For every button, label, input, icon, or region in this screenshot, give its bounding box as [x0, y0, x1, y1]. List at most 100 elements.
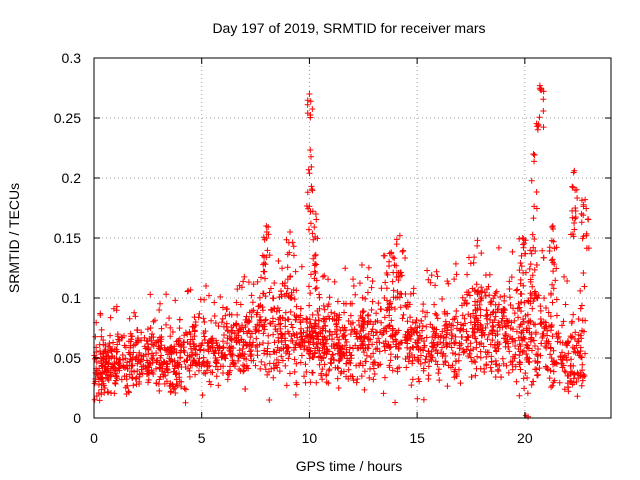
data-point [98, 386, 105, 393]
data-point [343, 373, 350, 380]
data-point [580, 233, 587, 240]
data-point [424, 267, 431, 274]
data-point [353, 333, 360, 340]
data-point [284, 276, 291, 283]
data-point [494, 366, 501, 373]
data-point [238, 322, 245, 329]
data-point [465, 254, 472, 261]
data-point [525, 298, 532, 305]
data-point [205, 292, 212, 299]
data-point [312, 211, 319, 217]
data-point [108, 354, 115, 361]
data-point [352, 291, 359, 298]
data-point [453, 373, 460, 380]
data-point [407, 324, 414, 331]
data-point [578, 302, 585, 309]
data-point [435, 370, 442, 377]
data-point [458, 340, 465, 347]
data-point [578, 219, 585, 226]
data-point [350, 282, 357, 289]
data-point [150, 318, 157, 325]
data-point [145, 351, 152, 358]
data-point [128, 356, 135, 363]
data-point [508, 274, 515, 281]
data-point [313, 216, 320, 223]
data-point [126, 371, 133, 378]
data-point [398, 339, 405, 346]
data-point [181, 339, 188, 346]
data-point [120, 356, 127, 363]
data-point [222, 312, 229, 319]
data-point [105, 377, 112, 384]
data-point [460, 349, 467, 356]
data-point [486, 271, 493, 278]
data-point [432, 330, 439, 337]
data-point [169, 358, 176, 365]
data-point [575, 316, 582, 323]
data-point [157, 300, 164, 307]
data-point [234, 311, 241, 318]
data-point [163, 365, 170, 372]
data-point [220, 338, 227, 345]
data-point [152, 365, 159, 372]
data-point [431, 342, 438, 349]
data-point [104, 372, 111, 379]
data-point [420, 347, 427, 354]
data-point [316, 361, 323, 368]
data-point [531, 235, 538, 242]
data-point [361, 349, 368, 356]
data-point [253, 335, 260, 342]
data-point [333, 326, 340, 333]
data-point [521, 385, 528, 392]
data-point [101, 385, 108, 392]
data-point [301, 342, 308, 349]
data-point [550, 285, 557, 292]
data-point [265, 368, 272, 375]
data-point [456, 351, 463, 358]
data-point [451, 340, 458, 347]
data-point [340, 300, 347, 307]
data-point [517, 348, 524, 355]
data-point [156, 387, 163, 394]
data-point [274, 328, 281, 335]
data-point [215, 344, 222, 351]
data-point [349, 319, 356, 326]
data-point [499, 315, 506, 322]
data-point [516, 361, 523, 368]
data-point [103, 368, 110, 375]
data-point [100, 349, 107, 356]
data-point [470, 259, 477, 266]
data-point [237, 352, 244, 359]
data-point [271, 365, 278, 372]
data-point [553, 244, 560, 251]
data-point [310, 335, 317, 342]
data-point [386, 312, 393, 319]
data-point [279, 357, 286, 364]
data-point [335, 384, 342, 391]
data-point [525, 358, 532, 365]
data-point [236, 347, 243, 354]
data-point [318, 370, 325, 377]
data-point [102, 341, 109, 348]
data-point [536, 114, 543, 121]
data-point [336, 336, 343, 343]
data-point [246, 348, 253, 355]
data-point [362, 333, 369, 340]
data-point [98, 326, 105, 333]
data-point [271, 339, 278, 346]
data-point [259, 307, 266, 314]
data-point [452, 260, 459, 267]
data-point [449, 350, 456, 357]
data-point [231, 330, 238, 337]
data-point [307, 114, 314, 121]
data-point [308, 324, 315, 331]
data-point [306, 348, 313, 355]
data-point [304, 110, 311, 117]
data-point [212, 320, 219, 327]
data-point [350, 377, 357, 384]
data-point [261, 268, 268, 275]
data-point [398, 272, 405, 279]
data-point [540, 124, 547, 131]
data-point [559, 339, 566, 346]
data-point [389, 367, 396, 374]
